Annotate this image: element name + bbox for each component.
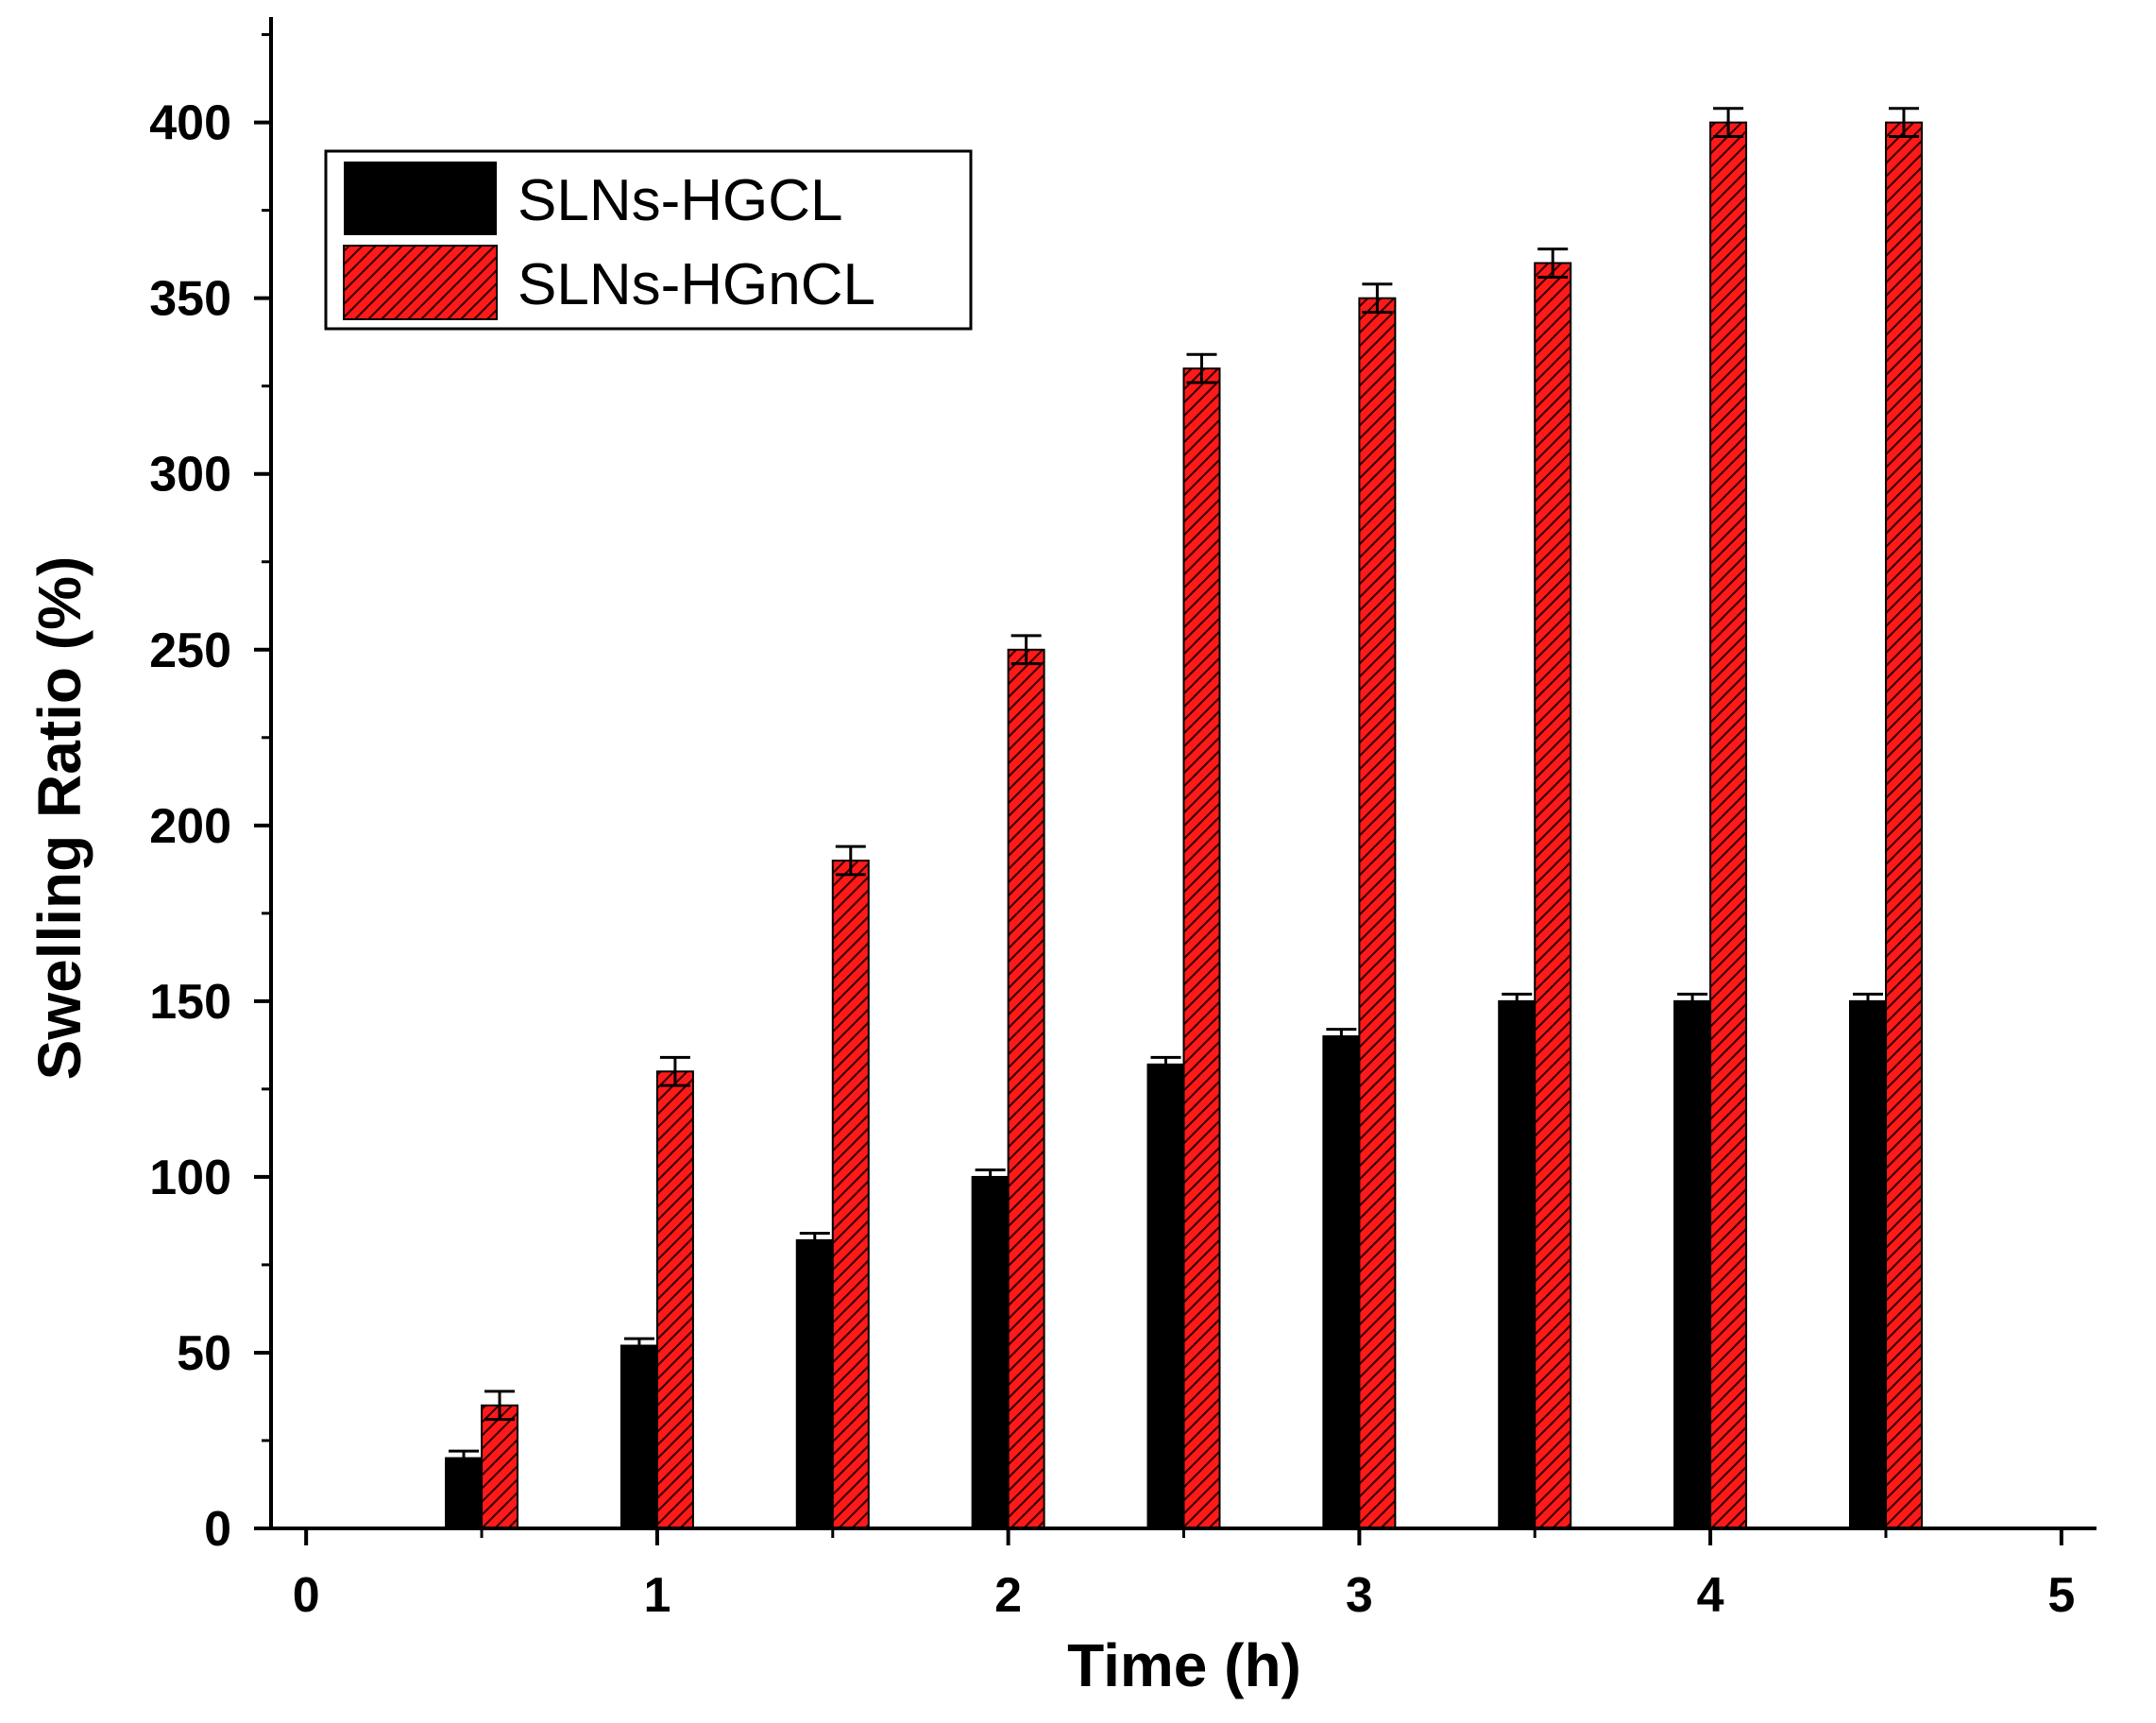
x-axis-title: Time (h): [1067, 1631, 1301, 1699]
bar-slns-hgncl: [1358, 297, 1397, 1529]
x-tick-label: 2: [994, 1568, 1022, 1623]
x-tick-label: 1: [643, 1568, 671, 1623]
legend-swatch-slns-hgcl: [344, 162, 497, 235]
bar-slns-hgcl: [795, 1238, 834, 1529]
legend-label-slns-hgncl: SLNs-HGnCL: [518, 252, 875, 317]
y-tick-label: 350: [149, 272, 231, 327]
x-tick-label: 5: [2047, 1568, 2075, 1623]
bar-slns-hgcl: [1322, 1035, 1361, 1530]
legend-label-slns-hgcl: SLNs-HGCL: [518, 168, 843, 233]
bar-slns-hgncl: [481, 1404, 519, 1530]
y-tick-label: 150: [149, 975, 231, 1030]
x-tick-label: 4: [1697, 1568, 1724, 1623]
bar-slns-hgcl: [1498, 999, 1536, 1529]
y-tick-label: 400: [149, 96, 231, 151]
bar-slns-hgcl: [1848, 999, 1887, 1529]
bar-slns-hgcl: [1673, 999, 1712, 1529]
bar-slns-hgncl: [655, 1070, 694, 1529]
bar-slns-hgncl: [1884, 121, 1923, 1529]
y-tick-label: 50: [177, 1326, 231, 1381]
bar-slns-hgncl: [1182, 367, 1221, 1529]
bar-slns-hgncl: [1709, 121, 1748, 1529]
bar-slns-hgncl: [1534, 262, 1572, 1530]
bar-slns-hgncl: [831, 860, 870, 1529]
y-tick-label: 100: [149, 1151, 231, 1205]
y-axis-title: Swelling Ratio (%): [25, 556, 93, 1081]
legend-swatch-slns-hgncl: [343, 245, 498, 320]
bar-slns-hgcl: [971, 1175, 1010, 1529]
y-ticks: 0 50 100 150 200 250 300 350 400: [149, 33, 271, 1557]
x-ticks: 0 1 2 3 4 5: [293, 1528, 2075, 1623]
bar-slns-hgncl: [1007, 648, 1045, 1529]
x-tick-label: 0: [293, 1568, 320, 1623]
x-tick-label: 3: [1346, 1568, 1373, 1623]
y-tick-label: 300: [149, 448, 231, 503]
y-tick-label: 0: [204, 1502, 231, 1557]
y-tick-label: 200: [149, 799, 231, 854]
bar-slns-hgcl: [445, 1457, 484, 1530]
y-tick-label: 250: [149, 623, 231, 678]
bars-layer: [445, 121, 1923, 1530]
error-bars-layer: [449, 107, 1919, 1467]
legend: SLNs-HGCL SLNs-HGnCL: [324, 149, 973, 331]
bar-slns-hgcl: [620, 1344, 658, 1529]
bar-slns-hgcl: [1146, 1063, 1185, 1529]
